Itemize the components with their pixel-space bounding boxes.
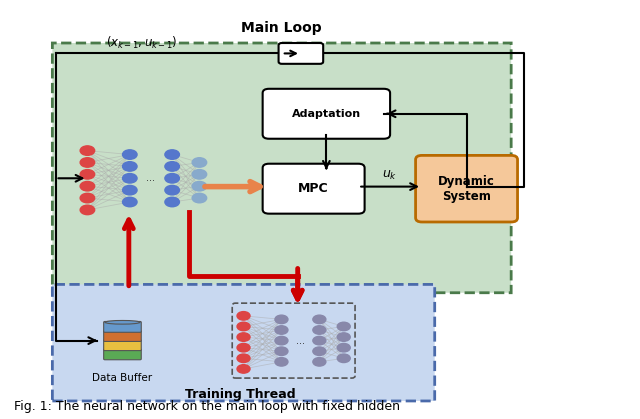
Circle shape bbox=[275, 357, 288, 366]
Text: ...: ... bbox=[147, 173, 156, 183]
Circle shape bbox=[275, 315, 288, 323]
FancyBboxPatch shape bbox=[415, 155, 518, 222]
Circle shape bbox=[122, 150, 137, 159]
Text: ...: ... bbox=[296, 336, 305, 346]
Circle shape bbox=[313, 326, 326, 334]
Circle shape bbox=[275, 347, 288, 355]
Text: Data Buffer: Data Buffer bbox=[92, 373, 152, 383]
Circle shape bbox=[237, 365, 250, 373]
Circle shape bbox=[165, 185, 179, 195]
FancyBboxPatch shape bbox=[104, 349, 141, 360]
Text: $(x_{k-1}, u_{k-1})$: $(x_{k-1}, u_{k-1})$ bbox=[106, 35, 177, 51]
Circle shape bbox=[122, 185, 137, 195]
FancyBboxPatch shape bbox=[104, 340, 141, 351]
Circle shape bbox=[80, 170, 95, 179]
Text: Dynamic
System: Dynamic System bbox=[438, 175, 495, 203]
Circle shape bbox=[237, 312, 250, 320]
Circle shape bbox=[337, 322, 350, 331]
Ellipse shape bbox=[105, 321, 140, 324]
FancyBboxPatch shape bbox=[278, 43, 323, 64]
Circle shape bbox=[122, 197, 137, 207]
Circle shape bbox=[80, 181, 95, 191]
Circle shape bbox=[192, 170, 207, 179]
FancyBboxPatch shape bbox=[262, 89, 390, 139]
Circle shape bbox=[237, 322, 250, 331]
Circle shape bbox=[165, 150, 179, 159]
Circle shape bbox=[337, 333, 350, 341]
Circle shape bbox=[237, 354, 250, 362]
Text: Fig. 1: The neural network on the main loop with fixed hidden: Fig. 1: The neural network on the main l… bbox=[14, 401, 400, 414]
FancyBboxPatch shape bbox=[52, 43, 511, 293]
Circle shape bbox=[192, 158, 207, 167]
Circle shape bbox=[337, 344, 350, 352]
Circle shape bbox=[192, 181, 207, 191]
Circle shape bbox=[237, 344, 250, 352]
FancyBboxPatch shape bbox=[52, 285, 435, 401]
Circle shape bbox=[275, 326, 288, 334]
Circle shape bbox=[275, 336, 288, 345]
Text: $u_k$: $u_k$ bbox=[383, 169, 397, 182]
Circle shape bbox=[80, 205, 95, 215]
Circle shape bbox=[122, 162, 137, 171]
Circle shape bbox=[80, 158, 95, 167]
Circle shape bbox=[165, 162, 179, 171]
Text: Adaptation: Adaptation bbox=[292, 109, 361, 119]
Circle shape bbox=[165, 173, 179, 183]
FancyBboxPatch shape bbox=[104, 321, 141, 332]
Text: Main Loop: Main Loop bbox=[241, 21, 322, 36]
Circle shape bbox=[313, 315, 326, 323]
FancyBboxPatch shape bbox=[104, 331, 141, 341]
Circle shape bbox=[165, 197, 179, 207]
Circle shape bbox=[237, 333, 250, 341]
Circle shape bbox=[337, 354, 350, 362]
Circle shape bbox=[80, 193, 95, 203]
FancyBboxPatch shape bbox=[262, 164, 365, 214]
Circle shape bbox=[80, 146, 95, 155]
Text: MPC: MPC bbox=[298, 182, 329, 195]
Circle shape bbox=[313, 336, 326, 345]
Circle shape bbox=[313, 357, 326, 366]
Circle shape bbox=[192, 193, 207, 203]
Text: Training Thread: Training Thread bbox=[185, 388, 296, 401]
Circle shape bbox=[313, 347, 326, 355]
Circle shape bbox=[122, 173, 137, 183]
